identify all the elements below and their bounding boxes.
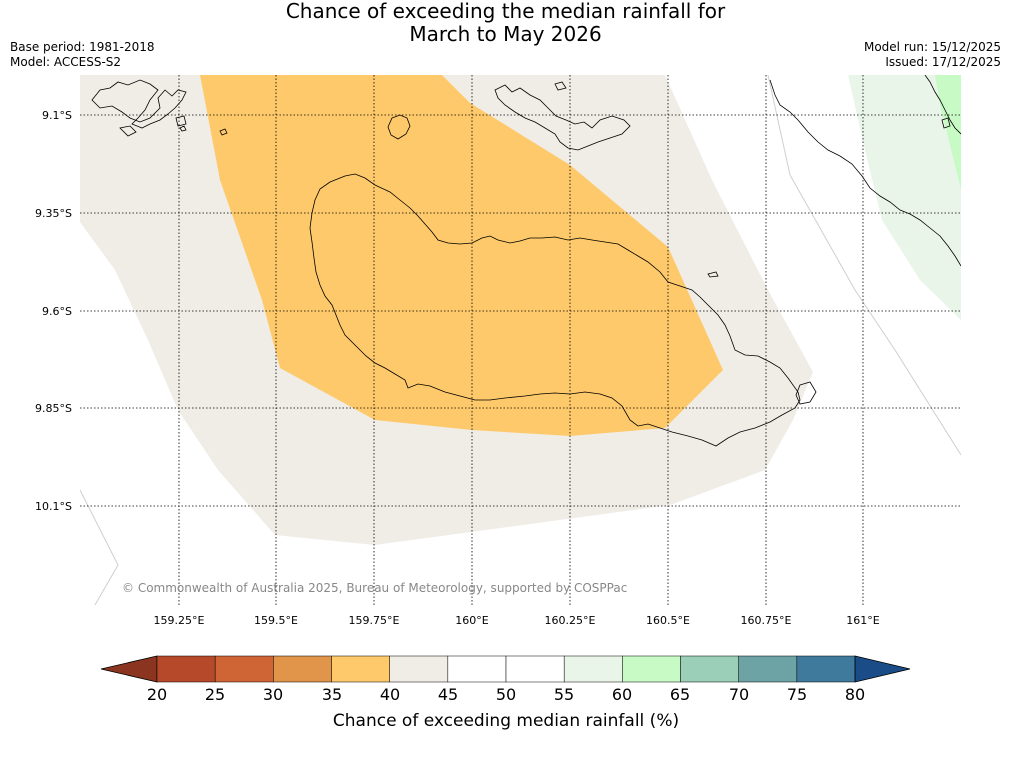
- coastline-islet: [119, 125, 137, 137]
- chart-title: Chance of exceeding the median rainfall …: [0, 0, 1011, 46]
- lat-label: 9.35°S: [35, 207, 72, 220]
- colorbar-tick: 60: [612, 685, 632, 704]
- region-35-40: [200, 75, 723, 436]
- lon-label: 159.5°E: [254, 614, 298, 627]
- lon-label: 160°E: [455, 614, 488, 627]
- colorbar-tick: 30: [263, 685, 283, 704]
- colorbar-tick: 80: [845, 685, 865, 704]
- map-area: © Commonwealth of Australia 2025, Bureau…: [80, 75, 961, 605]
- colorbar: [100, 655, 911, 683]
- coastline-islet: [175, 115, 187, 127]
- colorbar-tick: 75: [787, 685, 807, 704]
- lat-label: 10.1°S: [35, 500, 72, 513]
- colorbar-tick: 45: [438, 685, 458, 704]
- colorbar-tick: 70: [729, 685, 749, 704]
- title-line-1: Chance of exceeding the median rainfall …: [285, 0, 726, 23]
- coastlines: [91, 75, 961, 447]
- coastline-malaita: [769, 79, 961, 267]
- copyright-notice: © Commonwealth of Australia 2025, Bureau…: [122, 581, 627, 595]
- lon-label: 161°E: [846, 614, 879, 627]
- lon-label: 159.75°E: [349, 614, 400, 627]
- latitude-labels: 9.1°S 9.35°S 9.6°S 9.85°S 10.1°S: [35, 109, 72, 513]
- coastline-islet: [219, 128, 228, 136]
- title-line-2: March to May 2026: [409, 22, 602, 46]
- colorbar-extend-high: [854, 655, 911, 683]
- coastline-islet: [795, 381, 817, 405]
- boundary-line: [80, 489, 119, 605]
- colorbar-label: Chance of exceeding median rainfall (%): [333, 711, 679, 731]
- colorbar-tick: 55: [554, 685, 574, 704]
- colorbar-segment: [273, 655, 332, 683]
- colorbar-tick: 50: [496, 685, 516, 704]
- colorbar-segment: [214, 655, 274, 683]
- colorbar-segment: [389, 655, 449, 683]
- coastline-islet: [554, 81, 567, 91]
- base-period: Base period: 1981-2018: [10, 40, 155, 54]
- colorbar-tick: 25: [205, 685, 225, 704]
- longitude-labels: 159.25°E 159.5°E 159.75°E 160°E 160.25°E…: [154, 614, 880, 627]
- model-run: Model run: 15/12/2025: [863, 40, 1001, 54]
- coastline-islet: [941, 117, 951, 129]
- lat-label: 9.85°S: [35, 402, 72, 415]
- coastline-florida-islands: [494, 84, 631, 151]
- lon-label: 160.25°E: [545, 614, 596, 627]
- coastline-russell-islands: [91, 79, 187, 129]
- model-name: Model: ACCESS-S2: [10, 55, 122, 69]
- coastline-islet: [179, 125, 187, 132]
- colorbar-segment: [156, 655, 216, 683]
- meta-right: Model run: 15/12/2025 Issued: 17/12/2025: [864, 40, 1001, 70]
- colorbar-segment: [680, 655, 739, 683]
- coastline-guadalcanal: [309, 173, 801, 447]
- colorbar-segment: [738, 655, 798, 683]
- colorbar-segment: [796, 655, 856, 683]
- lat-label: 9.1°S: [42, 109, 72, 122]
- coastline-small-island: [387, 114, 411, 140]
- lon-label: 160.5°E: [646, 614, 690, 627]
- lat-label: 9.6°S: [42, 305, 72, 318]
- colorbar-segment: [331, 655, 390, 683]
- gridlines: [80, 75, 961, 605]
- colorbar-segment: [447, 655, 507, 683]
- lon-label: 160.75°E: [741, 614, 792, 627]
- colorbar-tick: 35: [322, 685, 342, 704]
- colorbar-tick: 40: [380, 685, 400, 704]
- issued-date: Issued: 17/12/2025: [885, 55, 1001, 69]
- boundary-line: [767, 75, 961, 456]
- colorbar-segment: [563, 655, 623, 683]
- colorbar-segment: [622, 655, 681, 683]
- region-55-60: [848, 75, 961, 320]
- colorbar-segment: [505, 655, 565, 683]
- colorbar-tick: 65: [670, 685, 690, 704]
- colorbar-extend-low: [100, 655, 158, 683]
- coastline-malaita-east: [924, 75, 961, 135]
- lon-label: 159.25°E: [154, 614, 205, 627]
- colorbar-ticks: 20 25 30 35 40 45 50 55 60 65 70 75 80: [147, 685, 865, 704]
- coastline-islet: [707, 271, 719, 278]
- meta-left: Base period: 1981-2018 Model: ACCESS-S2: [10, 40, 155, 70]
- colorbar-tick: 20: [147, 685, 167, 704]
